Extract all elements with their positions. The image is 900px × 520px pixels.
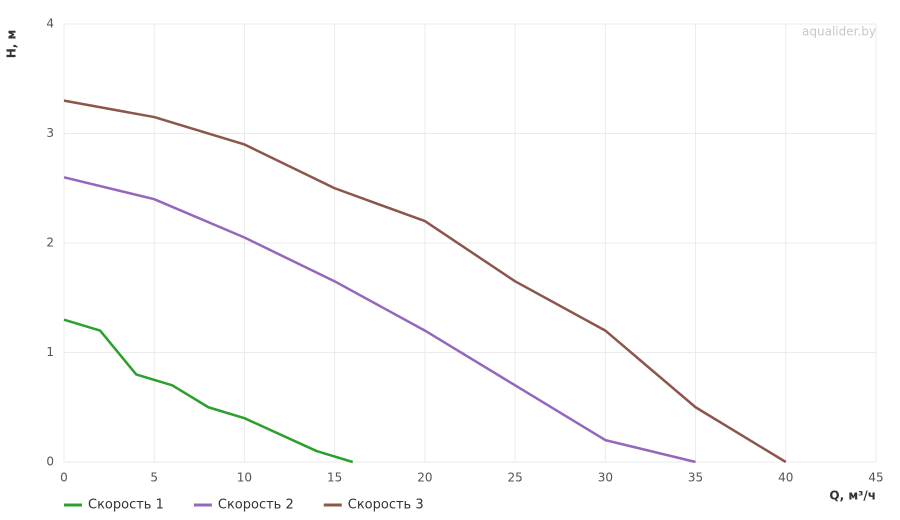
x-tick-label: 15	[327, 471, 342, 485]
x-tick-label: 20	[417, 471, 432, 485]
y-tick-label: 1	[46, 345, 54, 359]
series-line	[63, 99, 787, 464]
x-tick-label: 25	[507, 471, 522, 485]
x-tick-label: 45	[868, 471, 883, 485]
legend-label: Скорость 1	[88, 498, 164, 513]
x-tick-label: 35	[688, 471, 703, 485]
y-axis-title: H, м	[5, 30, 19, 59]
x-tick-label: 40	[778, 471, 793, 485]
y-tick-label: 4	[46, 17, 54, 31]
legend-label: Скорость 3	[348, 498, 424, 513]
watermark: aqualider.by	[802, 25, 876, 39]
legend-label: Скорость 2	[218, 498, 294, 513]
x-tick-label: 10	[237, 471, 252, 485]
series-line	[63, 176, 696, 464]
x-axis-title: Q, м³/ч	[829, 489, 876, 503]
series-line	[63, 318, 354, 464]
x-tick-label: 5	[150, 471, 158, 485]
x-tick-label: 30	[598, 471, 613, 485]
x-tick-label: 0	[60, 471, 68, 485]
y-tick-label: 3	[46, 126, 54, 140]
y-tick-label: 2	[46, 236, 54, 250]
y-tick-label: 0	[46, 455, 54, 469]
